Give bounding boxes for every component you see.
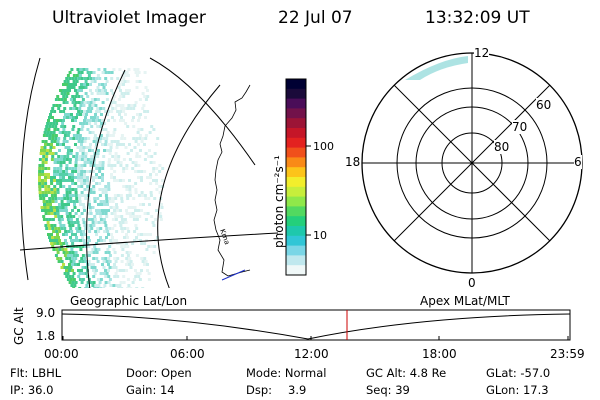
status-seq: Seq: 39 <box>366 383 410 397</box>
status-mode: Mode: Normal <box>246 366 327 380</box>
timeline-plot <box>61 309 571 341</box>
timeline-x-tick-0600: 06:00 <box>170 347 205 361</box>
polar-plot <box>361 52 583 274</box>
colorbar <box>285 78 311 276</box>
status-dsp-label: Dsp: <box>246 383 273 397</box>
colorbar-unit-label: photon cm⁻²s⁻¹ <box>272 155 286 248</box>
timeline-y-tick-high: 9.0 <box>36 306 56 320</box>
timeline-right-title: Apex MLat/MLT <box>420 294 510 308</box>
instrument-title: Ultraviolet Imager <box>52 8 206 28</box>
map-grid-line <box>20 232 278 251</box>
altitude-curve <box>61 313 571 340</box>
map-grid-line <box>86 69 126 288</box>
map-grid-line <box>157 84 221 288</box>
polar-lat-60: 60 <box>536 98 552 112</box>
status-gain: Gain: 14 <box>126 383 175 397</box>
uv-emission-polar <box>405 56 468 80</box>
colorbar-tick-10: 10 <box>313 229 327 242</box>
geographic-map: Krna <box>20 57 278 288</box>
coast-place-label: Krna <box>218 228 231 246</box>
map-grid-line <box>20 57 41 281</box>
status-dsp-value: 3.9 <box>288 383 307 397</box>
image-date: 22 Jul 07 <box>278 8 353 28</box>
map-grid-line <box>149 57 256 166</box>
timeline-x-tick-0000: 00:00 <box>44 347 79 361</box>
polar-mlt-6: 6 <box>574 155 582 169</box>
timeline-left-title: Geographic Lat/Lon <box>70 294 188 308</box>
status-filter: Flt: LBHL <box>10 366 62 380</box>
coastline-segment <box>221 269 246 281</box>
image-time: 13:32:09 UT <box>425 8 530 28</box>
polar-lat-70: 70 <box>512 120 528 134</box>
polar-mlt-12: 12 <box>474 46 490 60</box>
polar-mlt-18: 18 <box>345 155 361 169</box>
colorbar-tick-100: 100 <box>313 140 334 153</box>
uv-emission-region <box>38 68 165 288</box>
polar-lat-80: 80 <box>494 140 510 154</box>
status-glon: GLon: 17.3 <box>486 383 549 397</box>
timeline-y-axis-label: GC Alt <box>12 307 26 345</box>
status-glat: GLat: -57.0 <box>486 366 551 380</box>
polar-mlt-0: 0 <box>468 276 476 290</box>
status-gc-alt: GC Alt: 4.8 Re <box>366 366 447 380</box>
coastline <box>213 84 251 277</box>
timeline-x-tick-1200: 12:00 <box>294 347 329 361</box>
timeline-x-tick-2359: 23:59 <box>550 347 585 361</box>
timeline-x-tick-1800: 18:00 <box>422 347 457 361</box>
status-ip: IP: 36.0 <box>10 383 54 397</box>
timeline-y-tick-low: 1.8 <box>36 329 56 343</box>
status-door: Door: Open <box>126 366 192 380</box>
